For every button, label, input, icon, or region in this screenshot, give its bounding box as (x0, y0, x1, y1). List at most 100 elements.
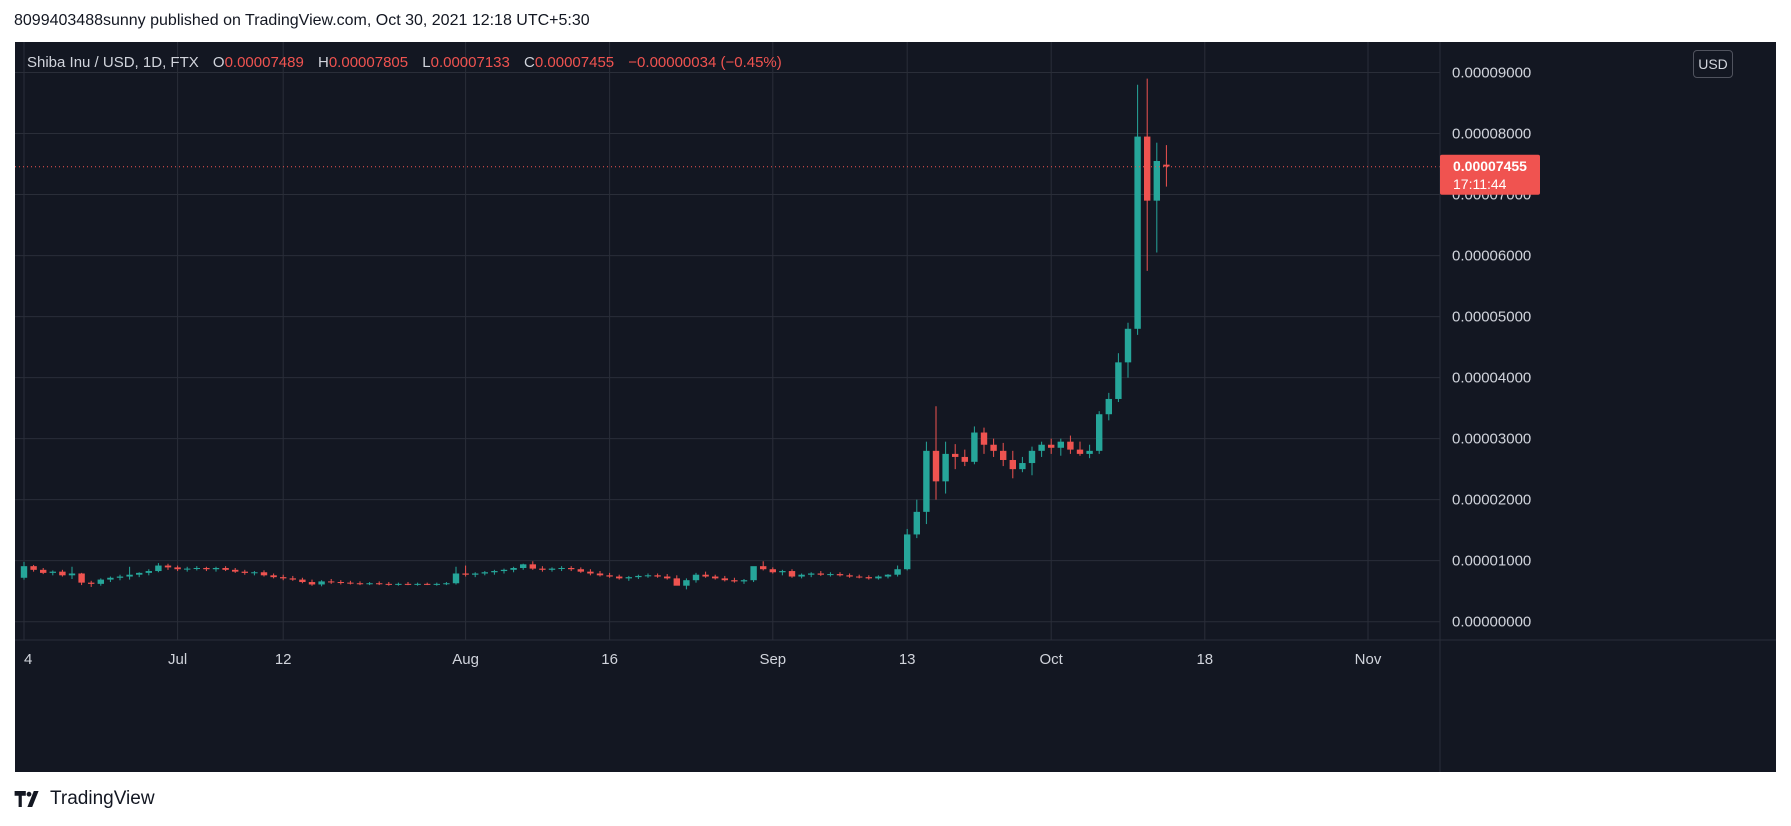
candle-body (174, 567, 181, 570)
candle-body (654, 575, 661, 577)
candle-body (865, 577, 872, 579)
x-tick-label: 13 (899, 651, 916, 668)
open-value: 0.00007489 (224, 54, 304, 71)
candle-body (587, 571, 594, 574)
candle-body (568, 567, 575, 570)
candle (299, 577, 306, 584)
candle-body (308, 582, 316, 585)
candle (1057, 438, 1064, 456)
y-tick-label: 0.00003000 (1452, 431, 1531, 448)
candle-body (606, 575, 613, 577)
x-tick-label: 4 (24, 651, 32, 668)
candle (337, 580, 344, 585)
tradingview-logo-icon (14, 791, 39, 807)
candle (443, 582, 450, 586)
candle (884, 574, 892, 579)
candle-body (40, 569, 47, 573)
candle (222, 566, 229, 572)
grid (15, 42, 1440, 640)
y-tick-label: 0.00000000 (1452, 614, 1531, 631)
candle-body (971, 432, 978, 462)
candle (904, 528, 911, 571)
candle (1105, 392, 1112, 421)
close-value: 0.00007455 (534, 54, 615, 71)
candle (376, 581, 383, 586)
candle (116, 574, 124, 581)
candle (136, 572, 143, 578)
candle-body (961, 456, 968, 462)
candle (798, 573, 805, 579)
candle (1153, 142, 1160, 253)
low-value: 0.00007133 (430, 54, 510, 71)
candle-body (1028, 450, 1036, 464)
candle-body (884, 574, 892, 577)
candle-body (462, 573, 469, 575)
candle (433, 582, 440, 586)
candle (817, 571, 824, 576)
candle (980, 427, 988, 454)
candle (1067, 435, 1074, 454)
candle-body (260, 572, 268, 576)
candle-body (712, 576, 719, 579)
candle-body (184, 568, 191, 570)
candle (1048, 438, 1055, 454)
chart-panel[interactable]: 0.00000000 0.00001000 0.00002000 0.00003000… (15, 42, 1776, 772)
candle-body (155, 565, 162, 572)
candle-body (232, 569, 239, 572)
candle (318, 580, 325, 587)
candle-body (644, 575, 652, 577)
candle-body (145, 571, 152, 573)
candle-body (193, 567, 200, 569)
candle (788, 569, 796, 578)
x-tick-label: 16 (601, 651, 618, 668)
x-tick-label: 12 (275, 651, 292, 668)
candle (155, 563, 162, 573)
symbol-title[interactable]: Shiba Inu / USD, 1D, FTX (27, 54, 199, 71)
candle-body (299, 579, 306, 583)
candle-body (414, 583, 421, 585)
candle-body (510, 567, 517, 570)
candle-body (913, 511, 920, 535)
candle (1163, 145, 1170, 187)
candle-body (164, 565, 172, 568)
footer-brand[interactable]: TradingView (14, 788, 155, 810)
candle (1076, 441, 1084, 456)
candle (961, 449, 968, 467)
candle (203, 566, 210, 572)
candle (184, 566, 191, 572)
candle (990, 438, 997, 457)
candle (1096, 411, 1103, 454)
high-label: H (318, 54, 329, 71)
candle-body (366, 583, 373, 585)
candle-body (740, 580, 748, 582)
candle-body (452, 573, 460, 584)
candle-body (328, 581, 335, 583)
candle-body (1057, 441, 1064, 448)
candlestick-chart[interactable]: 0.00000000 0.00001000 0.00002000 0.00003000… (15, 42, 1776, 772)
currency-unit-button[interactable]: USD (1693, 50, 1733, 78)
candle (232, 567, 239, 573)
candle (126, 566, 133, 580)
candle (241, 569, 248, 575)
candle (1144, 78, 1151, 271)
candle-body (78, 573, 85, 583)
candle (40, 567, 47, 575)
x-tick-label: Aug (452, 651, 479, 668)
candle-body (596, 573, 604, 576)
candle (606, 572, 613, 578)
brand-name: TradingView (50, 788, 155, 809)
candle-body (846, 575, 853, 577)
candle-body (577, 569, 584, 572)
candle-body (750, 566, 757, 581)
candle (289, 575, 296, 581)
candle (894, 565, 901, 577)
y-tick-label: 0.00005000 (1452, 309, 1531, 326)
candle-body (817, 573, 824, 575)
candle-body (1134, 136, 1141, 329)
candle-body (20, 566, 28, 578)
candle-body (289, 578, 296, 580)
candle (740, 578, 748, 584)
candle-body (558, 567, 565, 569)
candle (760, 561, 767, 571)
candle-body (923, 450, 930, 512)
